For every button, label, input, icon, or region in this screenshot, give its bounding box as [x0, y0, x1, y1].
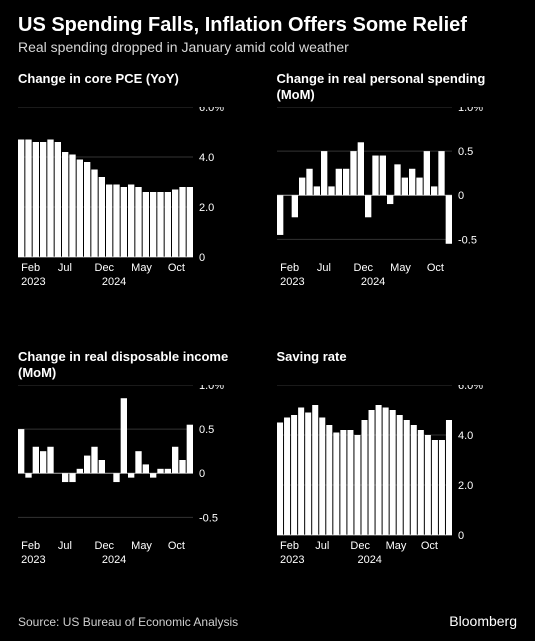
svg-text:Dec: Dec	[353, 262, 373, 274]
svg-text:Oct: Oct	[426, 262, 443, 274]
svg-text:Feb: Feb	[21, 540, 40, 552]
svg-text:Dec: Dec	[95, 540, 115, 552]
svg-text:4.0: 4.0	[199, 152, 214, 164]
svg-text:2024: 2024	[357, 554, 381, 566]
svg-text:Oct: Oct	[168, 540, 185, 552]
svg-text:May: May	[131, 540, 152, 552]
brand-text: Bloomberg	[449, 613, 517, 629]
page-title: US Spending Falls, Inflation Offers Some…	[18, 14, 517, 37]
chart-real-income: -0.5 0 0.5 1.0% Feb Jul Dec May Oct 2023 2024	[18, 385, 259, 599]
panel-core-pce: Change in core PCE (YoY) 0 2.0 4.0 6.0% Feb J…	[18, 71, 259, 321]
svg-text:Jul: Jul	[316, 262, 330, 274]
svg-text:2023: 2023	[280, 276, 304, 288]
svg-text:1.0%: 1.0%	[458, 107, 483, 114]
chart-saving-rate: 0 2.0 4.0 6.0% Feb Jul Dec May Oct 2023 2024	[277, 385, 518, 599]
chart-grid: Change in core PCE (YoY) 0 2.0 4.0 6.0% Feb J…	[18, 71, 517, 599]
svg-text:2024: 2024	[360, 276, 384, 288]
svg-text:2.0: 2.0	[458, 480, 473, 492]
svg-text:Feb: Feb	[21, 262, 40, 274]
svg-text:Dec: Dec	[350, 540, 370, 552]
svg-text:Jul: Jul	[58, 262, 72, 274]
svg-text:0: 0	[458, 530, 464, 542]
panel-title: Change in real disposable income (MoM)	[18, 349, 259, 381]
svg-text:4.0: 4.0	[458, 430, 473, 442]
svg-text:Feb: Feb	[280, 540, 299, 552]
svg-text:May: May	[385, 540, 406, 552]
svg-text:0.5: 0.5	[458, 146, 473, 158]
svg-text:Dec: Dec	[95, 262, 115, 274]
svg-text:-0.5: -0.5	[199, 512, 218, 524]
svg-text:Oct: Oct	[420, 540, 437, 552]
page-subtitle: Real spending dropped in January amid co…	[18, 39, 517, 55]
panel-title: Change in core PCE (YoY)	[18, 71, 259, 103]
svg-text:Feb: Feb	[280, 262, 299, 274]
panel-title: Change in real personal spending (MoM)	[277, 71, 518, 103]
svg-text:2024: 2024	[102, 554, 126, 566]
svg-text:6.0%: 6.0%	[199, 107, 224, 114]
chart-real-spending: -0.5 0 0.5 1.0% Feb Jul Dec May Oct 2023 2024	[277, 107, 518, 321]
panel-saving-rate: Saving rate 0 2.0 4.0 6.0% Feb Jul Dec May Oct 20…	[277, 349, 518, 599]
svg-text:2023: 2023	[280, 554, 304, 566]
svg-text:6.0%: 6.0%	[458, 385, 483, 392]
svg-text:2.0: 2.0	[199, 202, 214, 214]
svg-text:0: 0	[458, 190, 464, 202]
svg-text:May: May	[131, 262, 152, 274]
svg-text:Jul: Jul	[58, 540, 72, 552]
source-text: Source: US Bureau of Economic Analysis	[18, 615, 238, 629]
panel-title: Saving rate	[277, 349, 518, 381]
svg-text:-0.5: -0.5	[458, 234, 477, 246]
svg-text:2023: 2023	[21, 554, 45, 566]
chart-core-pce: 0 2.0 4.0 6.0% Feb Jul Dec May Oct 2023 2024	[18, 107, 259, 321]
svg-text:0.5: 0.5	[199, 424, 214, 436]
svg-text:2024: 2024	[102, 276, 126, 288]
panel-real-spending: Change in real personal spending (MoM) -…	[277, 71, 518, 321]
svg-text:1.0%: 1.0%	[199, 385, 224, 392]
svg-text:0: 0	[199, 252, 205, 264]
svg-text:0: 0	[199, 468, 205, 480]
svg-text:Jul: Jul	[315, 540, 329, 552]
footer: Source: US Bureau of Economic Analysis B…	[18, 613, 517, 629]
panel-real-income: Change in real disposable income (MoM) -…	[18, 349, 259, 599]
svg-text:May: May	[390, 262, 411, 274]
svg-text:Oct: Oct	[168, 262, 185, 274]
svg-text:2023: 2023	[21, 276, 45, 288]
